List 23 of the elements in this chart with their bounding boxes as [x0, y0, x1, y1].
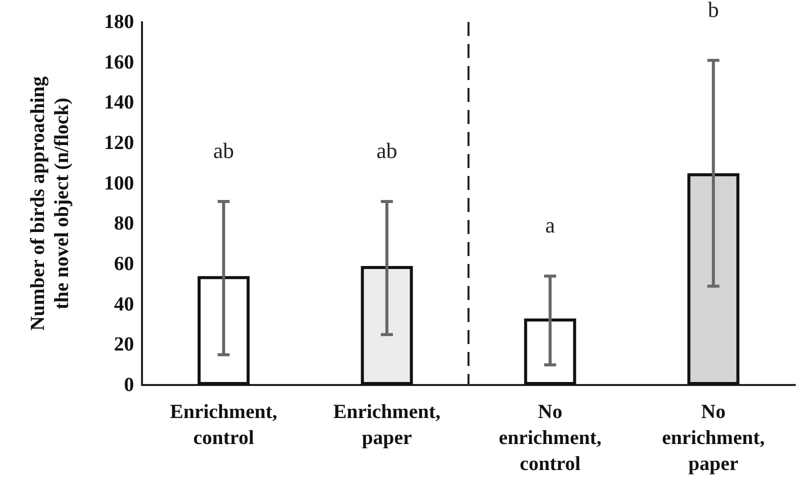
annotation: ab — [213, 138, 234, 163]
y-axis-title: Number of birds approaching the novel object (n/flock) — [27, 76, 73, 331]
y-tick-label: 120 — [104, 132, 134, 154]
bar — [687, 173, 740, 385]
y-tick-label: 180 — [104, 11, 134, 33]
bar — [198, 276, 250, 385]
y-tick-label: 40 — [114, 293, 134, 316]
y-tick-label: 0 — [124, 374, 134, 396]
bar — [524, 318, 576, 385]
bar — [360, 266, 413, 385]
text: b — [708, 0, 719, 22]
y-tick-label: 60 — [114, 253, 134, 275]
x-tick-label: No enrichment, paper — [662, 401, 765, 475]
x-tick-label: Enrichment, paper — [333, 401, 440, 449]
x-tick-label: Enrichment, control — [170, 401, 278, 449]
x-tick-label: No enrichment, control — [498, 401, 602, 475]
y-tick-label: 100 — [104, 172, 134, 194]
annotation: a — [545, 212, 556, 238]
annotation: ab — [376, 138, 398, 163]
y-tick-label: 80 — [114, 212, 134, 235]
y-tick-label: 140 — [104, 92, 134, 114]
y-tick-label: 20 — [114, 334, 134, 356]
y-tick-label: 160 — [104, 51, 134, 74]
